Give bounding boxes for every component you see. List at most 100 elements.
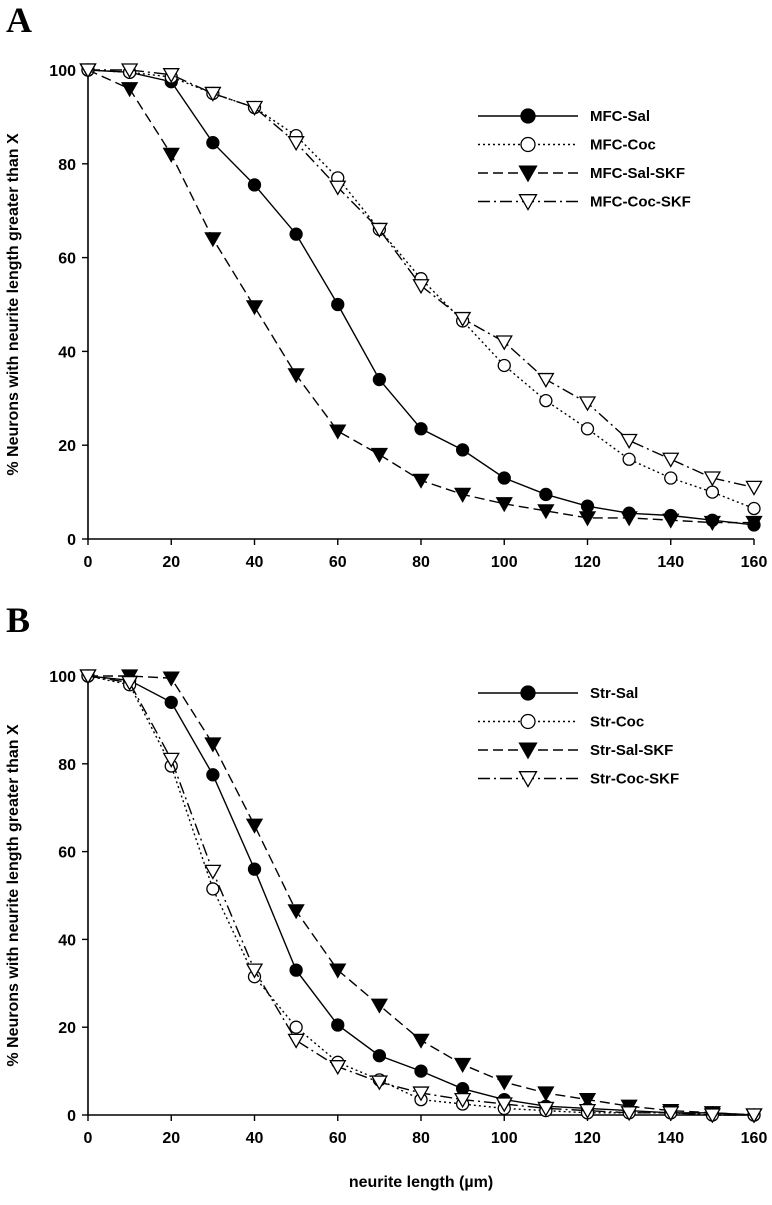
legend-marker — [520, 685, 536, 701]
series-str-coc-skf — [79, 669, 763, 1124]
data-point — [372, 372, 387, 387]
data-point — [537, 1086, 555, 1102]
x-tick-label: 160 — [741, 1130, 768, 1147]
y-tick-label: 80 — [58, 157, 76, 174]
data-point — [662, 1106, 680, 1122]
data-point — [497, 471, 511, 485]
data-point — [620, 511, 638, 527]
legend-label: MFC-Coc-SKF — [590, 194, 691, 211]
legend-marker — [520, 136, 536, 153]
series-mfc-sal — [81, 63, 761, 532]
data-point — [580, 422, 595, 436]
data-point — [745, 480, 763, 496]
data-point — [329, 963, 347, 979]
data-point — [329, 1060, 347, 1076]
data-point — [329, 424, 347, 440]
data-point — [578, 1103, 597, 1120]
y-axis-label: % Neurons with neurite length greater th… — [5, 133, 22, 476]
x-tick-label: 40 — [246, 1130, 264, 1147]
panel-label: A — [6, 0, 32, 40]
legend: Str-Sal Str-Coc Str-Sal-SKF Str-Coc-SKF — [478, 685, 679, 788]
data-point — [497, 358, 511, 373]
data-point — [289, 963, 303, 977]
legend-marker — [518, 165, 538, 183]
series-str-sal — [81, 669, 761, 1122]
data-point — [204, 86, 222, 102]
data-point — [162, 752, 180, 768]
x-tick-label: 60 — [329, 1130, 347, 1147]
data-point — [495, 497, 513, 513]
x-tick-label: 160 — [741, 554, 768, 571]
y-tick-label: 80 — [58, 757, 76, 774]
x-tick-label: 60 — [329, 554, 347, 571]
x-tick-label: 0 — [84, 1130, 93, 1147]
data-point — [454, 1092, 472, 1109]
legend-label: MFC-Coc — [590, 137, 656, 154]
y-tick-label: 40 — [58, 932, 76, 949]
legend-marker — [520, 713, 536, 730]
data-point — [537, 1101, 555, 1117]
data-point — [79, 63, 97, 79]
data-point — [370, 222, 388, 238]
legend-label: MFC-Sal — [590, 108, 650, 125]
legend-label: Str-Coc — [590, 714, 644, 731]
data-point — [745, 515, 763, 532]
x-tick-label: 80 — [412, 1130, 430, 1147]
legend-marker — [518, 194, 538, 211]
data-point — [620, 1106, 638, 1122]
data-point — [578, 511, 597, 527]
data-point — [414, 422, 428, 436]
legend-label: Str-Coc-SKF — [590, 771, 679, 788]
data-point — [703, 515, 721, 532]
data-point — [578, 1092, 597, 1109]
data-point — [247, 178, 262, 192]
legend-marker — [520, 108, 536, 124]
data-point — [162, 671, 180, 687]
data-point — [539, 487, 553, 502]
x-tick-label: 20 — [162, 1130, 180, 1147]
data-point — [455, 443, 470, 457]
y-tick-label: 0 — [67, 532, 76, 549]
data-point — [622, 452, 636, 466]
y-tick-label: 20 — [58, 1020, 76, 1037]
series-line — [88, 69, 755, 489]
data-point — [121, 82, 139, 98]
data-point — [580, 499, 595, 513]
data-point — [455, 1082, 470, 1096]
data-point — [164, 695, 178, 709]
data-point — [287, 136, 305, 152]
data-point — [495, 1075, 513, 1091]
data-point — [247, 862, 262, 876]
data-point — [370, 447, 388, 464]
y-tick-label: 20 — [58, 438, 76, 455]
data-point — [412, 279, 430, 295]
y-tick-label: 60 — [58, 251, 76, 268]
panel-label: B — [6, 600, 30, 640]
x-tick-label: 80 — [412, 554, 430, 571]
data-point — [245, 300, 264, 316]
data-point — [414, 1064, 428, 1078]
y-tick-label: 0 — [67, 1108, 76, 1125]
y-tick-label: 40 — [58, 344, 76, 361]
legend: MFC-Sal MFC-Coc MFC-Sal-SKF MFC-Coc-SKF — [478, 108, 691, 211]
data-point — [329, 180, 347, 196]
data-point — [372, 1049, 387, 1063]
x-tick-label: 20 — [162, 554, 180, 571]
data-point — [287, 368, 305, 384]
x-tick-label: 40 — [246, 554, 264, 571]
data-point — [204, 737, 222, 753]
x-tick-label: 140 — [657, 554, 684, 571]
data-point — [578, 396, 597, 412]
chart-panel-a: A 0 20 40 60 80 100 0 20 40 60 80 100 120 140 160 % Neur… — [5, 0, 767, 571]
x-tick-label: 120 — [574, 554, 601, 571]
data-point — [495, 1097, 513, 1113]
data-point — [287, 1033, 305, 1049]
legend-marker — [518, 742, 538, 760]
legend-marker — [518, 771, 538, 788]
data-point — [537, 504, 555, 520]
data-point — [664, 471, 678, 485]
data-point — [331, 1018, 345, 1032]
data-point — [454, 1057, 472, 1073]
data-point — [162, 68, 180, 84]
